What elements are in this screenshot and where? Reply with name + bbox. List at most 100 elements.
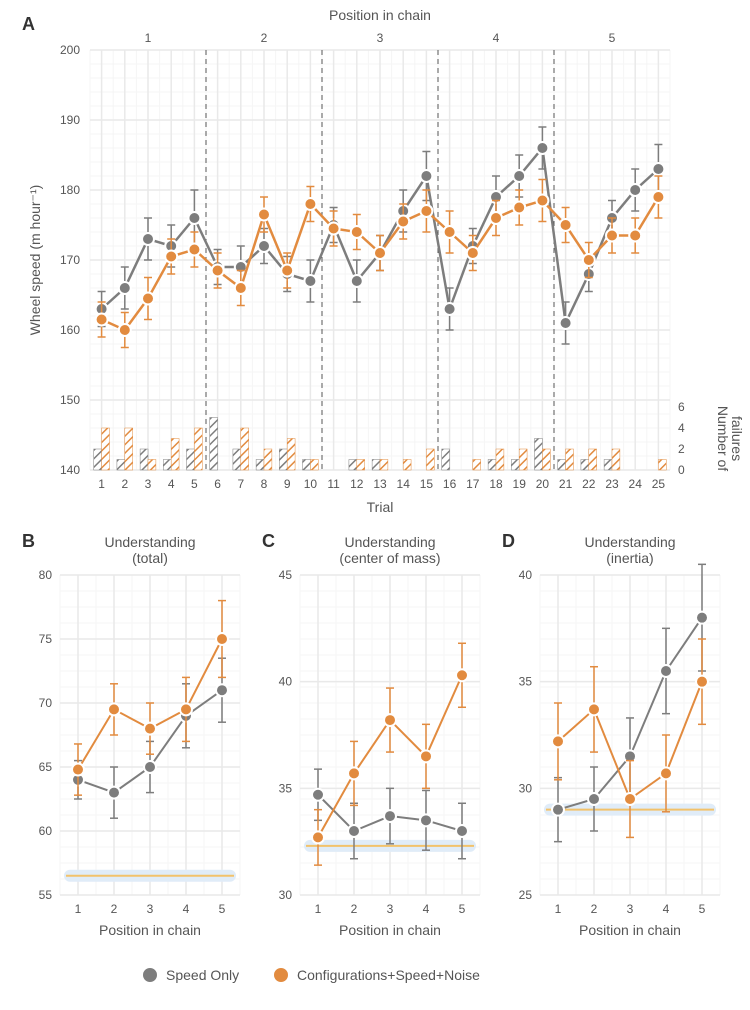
series-orange-marker — [72, 764, 84, 776]
failure-bar-grey — [303, 460, 311, 471]
svg-text:60: 60 — [39, 824, 53, 838]
failure-bar-orange — [357, 460, 365, 471]
series-orange-marker — [513, 202, 525, 214]
failure-bar-orange — [496, 449, 504, 470]
failure-bar-orange — [310, 460, 318, 471]
series-grey-marker — [696, 612, 708, 624]
svg-text:190: 190 — [60, 113, 80, 127]
svg-text:6: 6 — [678, 400, 685, 414]
svg-text:19: 19 — [513, 477, 527, 491]
series-grey-marker — [351, 275, 363, 287]
series-grey-marker — [216, 684, 228, 696]
svg-text:7: 7 — [237, 477, 244, 491]
series-grey-marker — [420, 814, 432, 826]
svg-text:3: 3 — [145, 477, 152, 491]
svg-text:(total): (total) — [132, 550, 168, 566]
series-orange-marker — [180, 703, 192, 715]
svg-text:24: 24 — [629, 477, 643, 491]
series-orange-marker — [536, 195, 548, 207]
failure-bar-orange — [473, 460, 481, 471]
failure-bar-grey — [163, 460, 171, 471]
series-orange-marker — [606, 230, 618, 242]
series-grey-marker — [456, 825, 468, 837]
failure-bar-grey — [117, 460, 125, 471]
panel-d: 2530354012345Position in chainUnderstand… — [502, 531, 720, 938]
svg-text:3: 3 — [147, 902, 154, 916]
svg-text:Position in chain: Position in chain — [579, 922, 681, 938]
panel-a: 1401501601701801902000246123456789101112… — [22, 7, 745, 515]
svg-text:140: 140 — [60, 463, 80, 477]
failure-bar-grey — [488, 460, 496, 471]
svg-text:2: 2 — [591, 902, 598, 916]
svg-text:6: 6 — [214, 477, 221, 491]
svg-text:40: 40 — [519, 568, 533, 582]
series-grey-marker — [513, 170, 525, 182]
svg-text:40: 40 — [279, 675, 293, 689]
svg-text:(center of mass): (center of mass) — [339, 550, 440, 566]
series-orange-marker — [188, 244, 200, 256]
svg-text:4: 4 — [168, 477, 175, 491]
failure-bar-orange — [566, 449, 574, 470]
svg-text:4: 4 — [423, 902, 430, 916]
panel-c: 3035404512345Position in chainUnderstand… — [262, 531, 480, 938]
series-grey-marker — [660, 665, 672, 677]
series-orange-marker — [397, 216, 409, 228]
series-orange-marker — [629, 230, 641, 242]
failure-bar-grey — [233, 449, 241, 470]
svg-text:failures: failures — [729, 416, 745, 461]
svg-text:Position in chain: Position in chain — [329, 7, 431, 23]
svg-text:4: 4 — [493, 31, 500, 45]
svg-text:17: 17 — [466, 477, 480, 491]
svg-text:16: 16 — [443, 477, 457, 491]
series-orange-marker — [444, 226, 456, 238]
failure-bar-orange — [519, 449, 527, 470]
series-grey-marker — [312, 789, 324, 801]
series-orange-marker — [467, 247, 479, 259]
svg-text:Position in chain: Position in chain — [339, 922, 441, 938]
series-orange-marker — [312, 831, 324, 843]
failure-bar-grey — [535, 439, 543, 471]
series-orange-marker — [142, 293, 154, 305]
svg-text:22: 22 — [582, 477, 596, 491]
series-orange-marker — [588, 703, 600, 715]
failure-bar-grey — [511, 460, 519, 471]
svg-text:30: 30 — [519, 781, 533, 795]
svg-text:150: 150 — [60, 393, 80, 407]
failure-bar-orange — [102, 428, 110, 470]
svg-text:1: 1 — [555, 902, 562, 916]
svg-text:1: 1 — [315, 902, 322, 916]
svg-text:23: 23 — [605, 477, 619, 491]
svg-text:3: 3 — [387, 902, 394, 916]
series-grey-marker — [629, 184, 641, 196]
svg-text:3: 3 — [377, 31, 384, 45]
svg-text:(inertia): (inertia) — [606, 550, 653, 566]
series-grey-marker — [384, 810, 396, 822]
series-orange-marker — [696, 676, 708, 688]
failure-bar-orange — [148, 460, 156, 471]
series-orange-marker — [304, 198, 316, 210]
svg-text:200: 200 — [60, 43, 80, 57]
legend-label: Speed Only — [166, 967, 239, 983]
series-orange-marker — [374, 247, 386, 259]
failure-bar-grey — [558, 460, 566, 471]
svg-text:80: 80 — [39, 568, 53, 582]
series-grey-marker — [552, 804, 564, 816]
series-orange-marker — [652, 191, 664, 203]
svg-text:5: 5 — [699, 902, 706, 916]
series-orange-marker — [108, 703, 120, 715]
svg-text:3: 3 — [627, 902, 634, 916]
series-orange-marker — [216, 633, 228, 645]
svg-text:75: 75 — [39, 632, 53, 646]
series-orange-marker — [348, 767, 360, 779]
figure-legend: Speed OnlyConfigurations+Speed+Noise — [142, 967, 480, 983]
svg-text:18: 18 — [489, 477, 503, 491]
series-orange-marker — [420, 750, 432, 762]
svg-text:1: 1 — [98, 477, 105, 491]
svg-text:12: 12 — [350, 477, 364, 491]
series-orange-marker — [420, 205, 432, 217]
series-orange-marker — [384, 714, 396, 726]
series-grey-marker — [144, 761, 156, 773]
svg-text:Wheel speed (m hour⁻¹): Wheel speed (m hour⁻¹) — [27, 185, 43, 336]
svg-text:0: 0 — [678, 463, 685, 477]
series-orange-marker — [560, 219, 572, 231]
